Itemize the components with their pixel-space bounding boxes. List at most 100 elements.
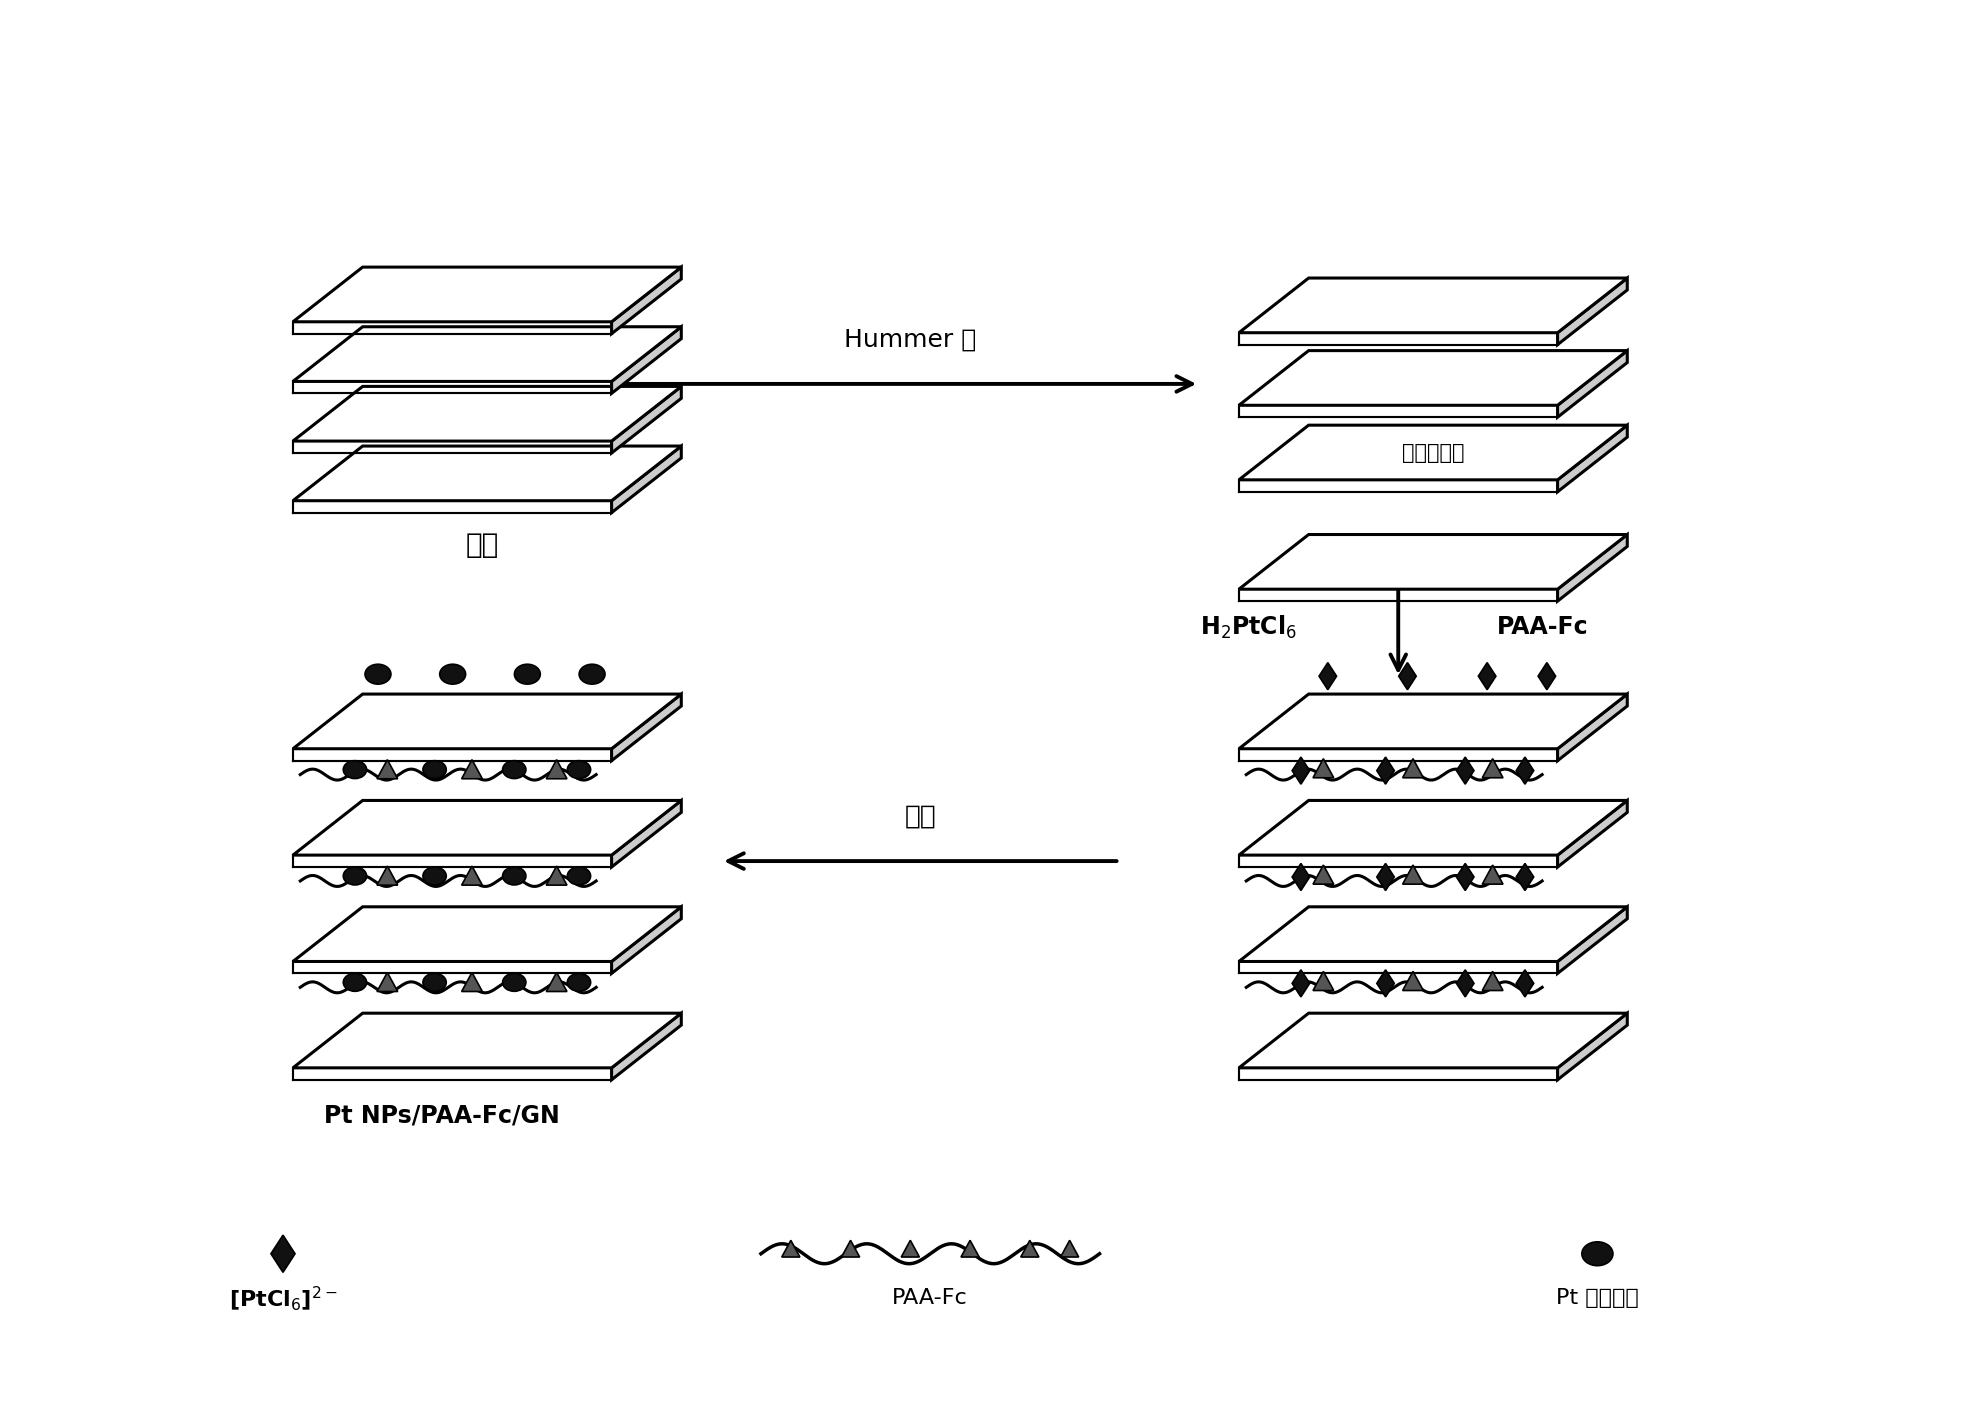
Ellipse shape [580, 664, 605, 685]
Polygon shape [1238, 350, 1627, 405]
Polygon shape [1558, 1014, 1627, 1080]
Polygon shape [1558, 695, 1627, 761]
Polygon shape [1376, 757, 1394, 784]
Polygon shape [294, 326, 680, 381]
Polygon shape [611, 267, 680, 333]
Ellipse shape [503, 761, 527, 778]
Polygon shape [1457, 864, 1473, 891]
Polygon shape [1238, 801, 1627, 856]
Ellipse shape [503, 973, 527, 991]
Polygon shape [294, 387, 680, 441]
Polygon shape [1313, 866, 1333, 884]
Polygon shape [960, 1240, 980, 1257]
Ellipse shape [343, 973, 367, 991]
Polygon shape [294, 695, 680, 748]
Polygon shape [1558, 801, 1627, 867]
Polygon shape [1238, 695, 1627, 748]
Polygon shape [1538, 662, 1556, 689]
Ellipse shape [1582, 1241, 1613, 1265]
Polygon shape [1483, 971, 1503, 990]
Polygon shape [461, 973, 483, 991]
Polygon shape [611, 446, 680, 513]
Text: 石墨: 石墨 [465, 531, 499, 559]
Polygon shape [1313, 758, 1333, 778]
Polygon shape [377, 760, 398, 779]
Polygon shape [1313, 971, 1333, 990]
Polygon shape [611, 907, 680, 973]
Polygon shape [1398, 662, 1416, 689]
Polygon shape [1516, 757, 1534, 784]
Ellipse shape [440, 664, 465, 685]
Polygon shape [1021, 1240, 1039, 1257]
Polygon shape [611, 387, 680, 453]
Polygon shape [294, 907, 680, 962]
Ellipse shape [422, 867, 446, 885]
Polygon shape [1238, 535, 1627, 589]
Polygon shape [1238, 907, 1627, 962]
Polygon shape [1238, 1014, 1627, 1067]
Polygon shape [1238, 425, 1627, 480]
Text: 还原: 还原 [905, 803, 937, 829]
Polygon shape [546, 866, 568, 885]
Polygon shape [1061, 1240, 1079, 1257]
Polygon shape [1402, 866, 1424, 884]
Polygon shape [377, 866, 398, 885]
Polygon shape [1292, 970, 1309, 997]
Polygon shape [1479, 662, 1497, 689]
Text: PAA-Fc: PAA-Fc [893, 1289, 968, 1309]
Ellipse shape [568, 867, 592, 885]
Ellipse shape [568, 973, 592, 991]
Polygon shape [461, 866, 483, 885]
Polygon shape [1516, 864, 1534, 891]
Text: Pt 纳米粒子: Pt 纳米粒子 [1556, 1289, 1639, 1309]
Ellipse shape [422, 761, 446, 778]
Text: H$_2$PtCl$_6$: H$_2$PtCl$_6$ [1201, 614, 1298, 641]
Polygon shape [901, 1240, 919, 1257]
Polygon shape [611, 326, 680, 394]
Ellipse shape [503, 867, 527, 885]
Polygon shape [1483, 758, 1503, 778]
Ellipse shape [343, 761, 367, 778]
Polygon shape [1558, 350, 1627, 417]
Polygon shape [1558, 535, 1627, 602]
Polygon shape [1558, 425, 1627, 491]
Polygon shape [1558, 907, 1627, 973]
Polygon shape [294, 267, 680, 322]
Polygon shape [1319, 662, 1337, 689]
Polygon shape [270, 1236, 296, 1272]
Polygon shape [377, 973, 398, 991]
Text: [PtCl$_6$]$^{2-}$: [PtCl$_6$]$^{2-}$ [229, 1284, 337, 1313]
Text: PAA-Fc: PAA-Fc [1497, 616, 1589, 640]
Polygon shape [1558, 278, 1627, 345]
Polygon shape [1292, 757, 1309, 784]
Polygon shape [611, 1014, 680, 1080]
Polygon shape [546, 760, 568, 779]
Ellipse shape [365, 664, 390, 685]
Polygon shape [611, 801, 680, 867]
Text: 氧化石墨烯: 氧化石墨烯 [1402, 442, 1465, 463]
Polygon shape [1402, 971, 1424, 990]
Ellipse shape [515, 664, 540, 685]
Polygon shape [781, 1240, 801, 1257]
Polygon shape [1402, 758, 1424, 778]
Polygon shape [1238, 278, 1627, 333]
Polygon shape [1292, 864, 1309, 891]
Polygon shape [1457, 970, 1473, 997]
Polygon shape [294, 801, 680, 856]
Polygon shape [611, 695, 680, 761]
Polygon shape [1376, 864, 1394, 891]
Polygon shape [842, 1240, 860, 1257]
Polygon shape [1483, 866, 1503, 884]
Ellipse shape [422, 973, 446, 991]
Ellipse shape [568, 761, 592, 778]
Polygon shape [1516, 970, 1534, 997]
Polygon shape [461, 760, 483, 779]
Polygon shape [1376, 970, 1394, 997]
Ellipse shape [343, 867, 367, 885]
Polygon shape [546, 973, 568, 991]
Text: Pt NPs/PAA-Fc/GN: Pt NPs/PAA-Fc/GN [325, 1104, 560, 1128]
Polygon shape [294, 446, 680, 501]
Text: Hummer 法: Hummer 法 [844, 328, 976, 352]
Polygon shape [1457, 757, 1473, 784]
Polygon shape [294, 1014, 680, 1067]
